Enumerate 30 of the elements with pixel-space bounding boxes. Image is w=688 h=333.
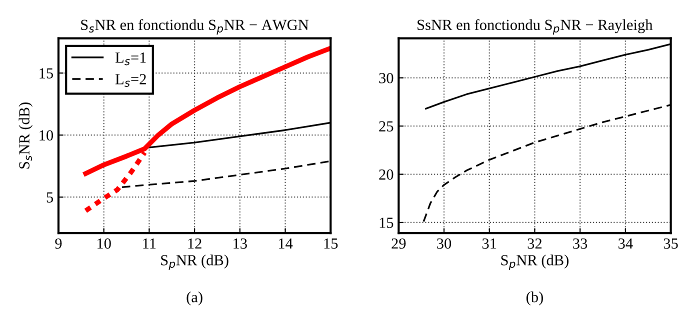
x-tick-label: 31 [482,238,496,249]
x-tick-label: 30 [437,238,452,249]
x-axis-title: S$_{p}$NR (dB) [501,254,568,270]
x-tick-label: 32 [528,238,542,249]
x-tick-label: 33 [573,238,588,249]
x-tick-label: 14 [278,238,293,249]
text: (a) [186,292,202,306]
x-tick-label: 34 [618,238,633,249]
x-tick-label: 29 [392,238,406,249]
y-tick-label: 15 [40,68,54,78]
x-axis-title: S$_{p}$NR (dB) [161,254,228,270]
y-tick-label: 30 [379,72,394,84]
x-tick-label: 10 [98,238,111,249]
y-axis-title: S$_{s}$NR (dB) [18,102,33,169]
x-tick-label: 9 [55,238,62,249]
legend-label: L$_{s}$=1 [115,52,146,66]
y-tick-label: 20 [379,169,394,180]
x-tick-label: 11 [143,238,156,249]
x-tick-label: 13 [234,238,247,249]
chart-title: S$_{s}$NR en fonctiondu S$_{p}$NR − AWGN [81,19,309,35]
legend-label: L$_{s}$=2 [115,74,146,87]
y-tick-label: 25 [379,121,394,132]
y-tick-label: 5 [46,192,54,203]
y-tick-label: 10 [40,130,54,141]
text: (b) [526,292,543,306]
x-tick-label: 35 [664,238,678,249]
y-tick-label: 15 [380,218,394,228]
x-tick-label: 15 [324,238,338,249]
x-tick-label: 12 [188,238,202,249]
chart-title: SsNR en fonctiondu S$_{p}$NR − Rayleigh [418,19,653,35]
